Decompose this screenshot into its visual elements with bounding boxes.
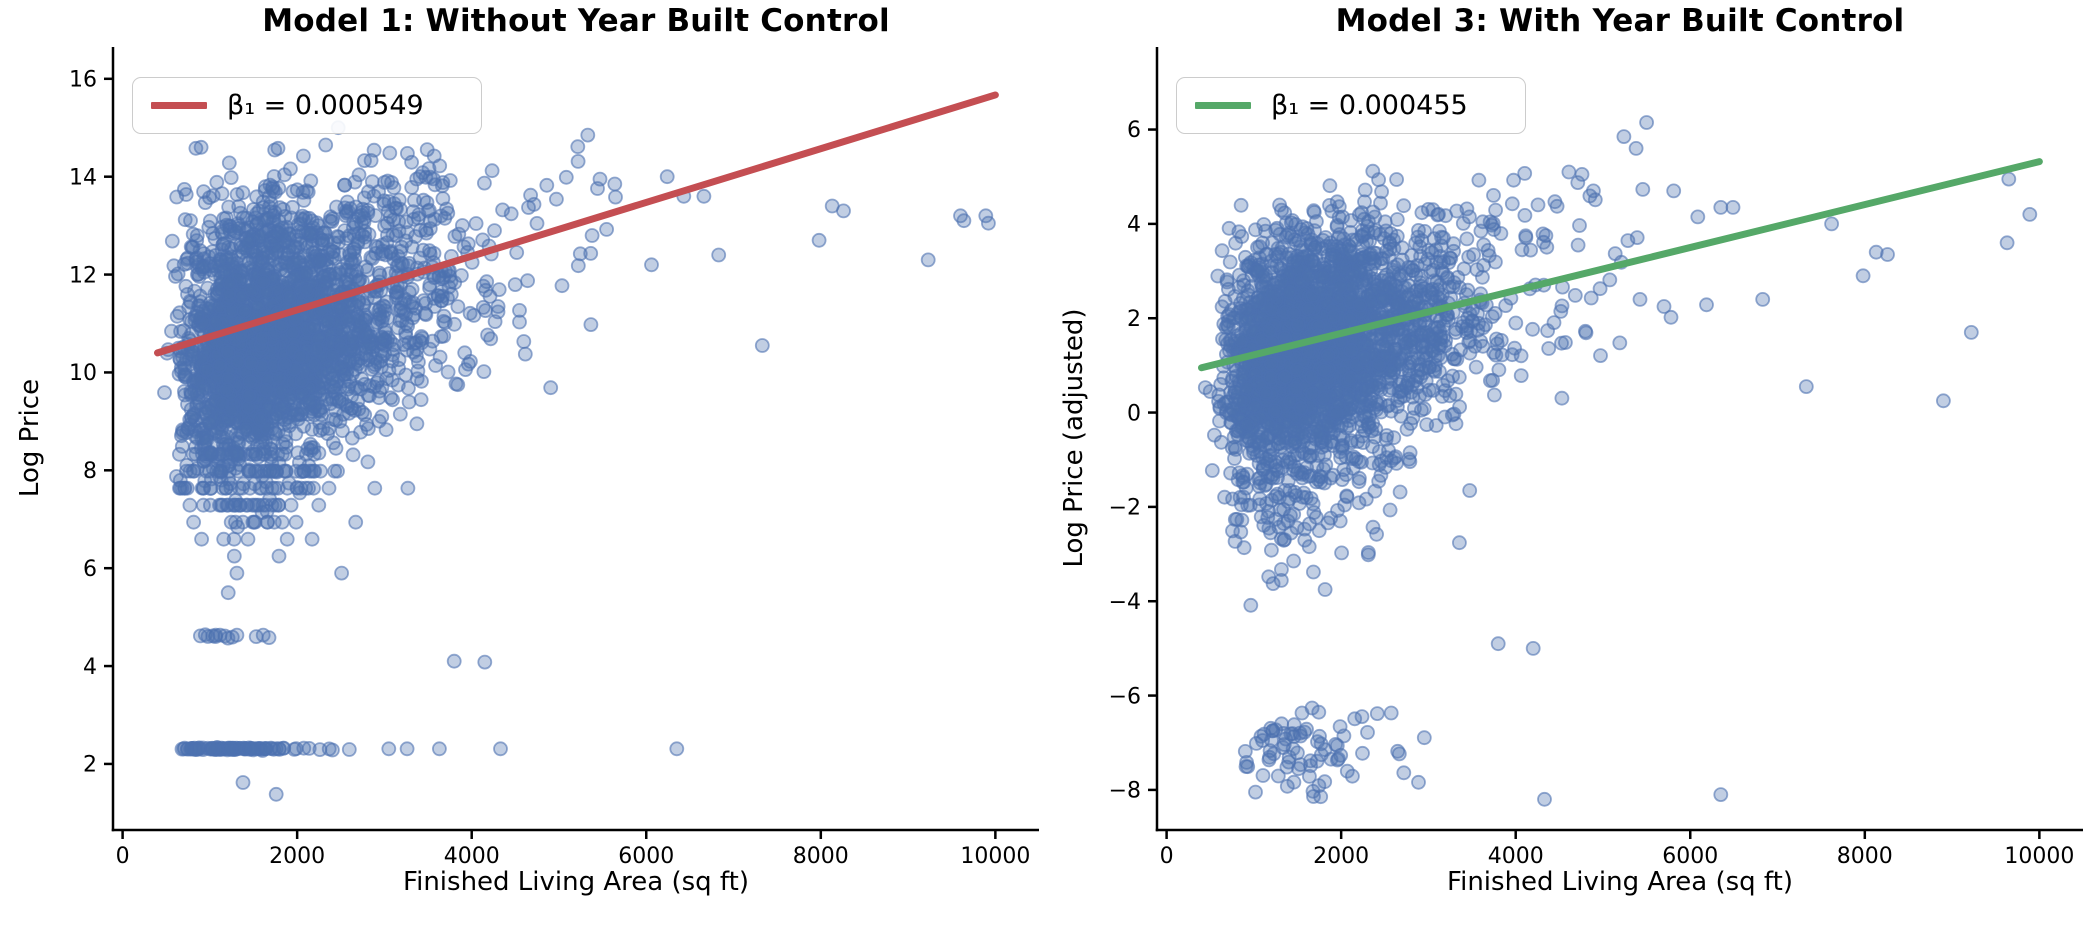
legend-line-swatch [1195, 102, 1251, 109]
x-axis-label: Finished Living Area (sq ft) [1447, 867, 1793, 897]
y-axis-label: Log Price (adjusted) [1059, 308, 1089, 568]
legend-line-swatch [151, 102, 207, 109]
svg-text:4: 4 [83, 655, 97, 680]
svg-text:6000: 6000 [618, 844, 674, 869]
scatter-plot-svg-model-1: 0 2000 4000 6000 8000 10000 2 4 6 8 10 12 14 16 [69, 47, 1039, 869]
plot-model-1: 0 2000 4000 6000 8000 10000 2 4 6 8 10 12 14 16 Model… [15, 3, 1039, 897]
svg-text:4000: 4000 [444, 844, 500, 869]
x-axis-label: Finished Living Area (sq ft) [403, 867, 749, 897]
legend: β₁ = 0.000549 [132, 77, 482, 134]
svg-text:10: 10 [69, 361, 97, 386]
plot-model-3: 0 2000 4000 6000 8000 10000 −8 −6 −4 −2 0 2 4 6 Model… [1044, 0, 2088, 937]
svg-text:8000: 8000 [793, 844, 849, 869]
svg-text:10000: 10000 [960, 844, 1030, 869]
svg-text:0: 0 [116, 844, 130, 869]
svg-text:6: 6 [83, 557, 97, 582]
legend-label: β₁ = 0.000455 [1271, 90, 1468, 121]
svg-text:12: 12 [69, 263, 97, 288]
svg-text:2000: 2000 [269, 844, 325, 869]
plot-title: Model 3: With Year Built Control [1335, 3, 1905, 39]
svg-text:16: 16 [69, 68, 97, 93]
legend-label: β₁ = 0.000549 [227, 90, 424, 121]
svg-text:2: 2 [83, 753, 97, 778]
svg-text:14: 14 [69, 165, 97, 190]
plot-title: Model 1: Without Year Built Control [262, 3, 890, 39]
legend: β₁ = 0.000455 [1176, 77, 1526, 134]
svg-text:8: 8 [83, 459, 97, 484]
y-axis-label: Log Price [15, 378, 45, 498]
